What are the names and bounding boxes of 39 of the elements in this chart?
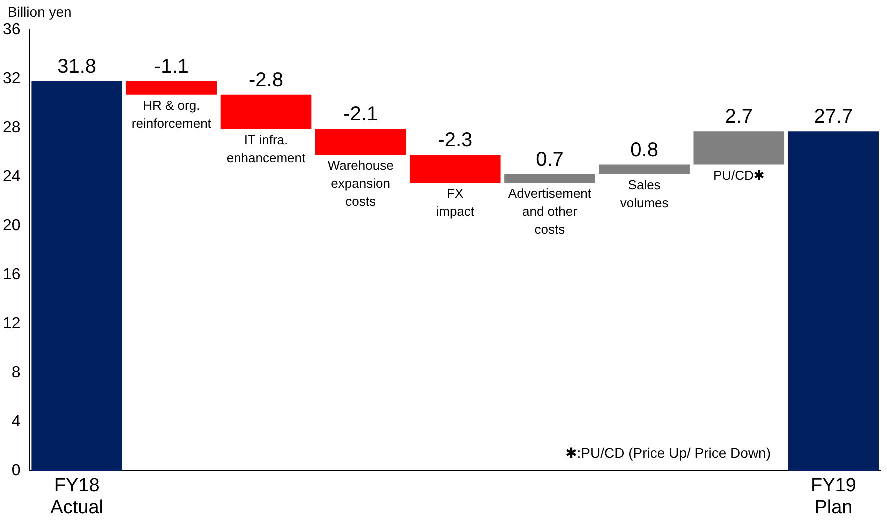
y-tick-label: 36 (3, 21, 21, 38)
annotation: ✱:PU/CD (Price Up/ Price Down) (566, 444, 771, 461)
bar (694, 132, 785, 165)
data-label: 2.7 (725, 106, 754, 128)
data-label: 31.8 (58, 56, 97, 78)
y-tick-label: 28 (3, 119, 21, 136)
y-tick-label: 8 (12, 364, 21, 382)
y-tick-label: 20 (3, 217, 21, 234)
data-label: -2.3 (438, 129, 473, 152)
bar (599, 164, 690, 175)
x-tick-label: Advertisement and other costs (508, 186, 592, 238)
bar (504, 174, 596, 184)
x-tick-label: Sales volumes (620, 178, 670, 211)
data-label: -2.8 (249, 69, 284, 92)
y-tick-label: 4 (12, 413, 21, 430)
data-label: 0.8 (630, 139, 658, 162)
x-tick-label: FY18 Actual (50, 476, 104, 519)
x-tick-label: PU/CD✱ (713, 168, 765, 183)
x-tick-label: FY19 Plan (811, 476, 856, 519)
x-tick-label: FX impact (436, 186, 475, 220)
y-tick-label: 16 (3, 266, 21, 284)
y-axis-title: Billion yen (8, 4, 72, 20)
bar (126, 81, 218, 95)
bar (220, 94, 312, 130)
data-label: -1.1 (154, 56, 189, 78)
x-tick-label: HR & org. reinforcement (132, 98, 212, 132)
data-label: -2.1 (344, 104, 378, 126)
data-label: 0.7 (536, 149, 564, 172)
bar (32, 81, 122, 471)
y-tick-label: 32 (3, 70, 21, 88)
bar (315, 129, 406, 155)
y-tick-label: 12 (3, 315, 21, 332)
x-tick-label: Warehouse expansion costs (328, 158, 394, 210)
bar (788, 132, 880, 471)
x-tick-label: IT infra. enhancement (226, 132, 306, 166)
data-label: 27.7 (814, 106, 854, 128)
y-tick-label: 0 (12, 462, 21, 480)
y-tick-label: 24 (3, 168, 21, 186)
bar (410, 154, 501, 184)
